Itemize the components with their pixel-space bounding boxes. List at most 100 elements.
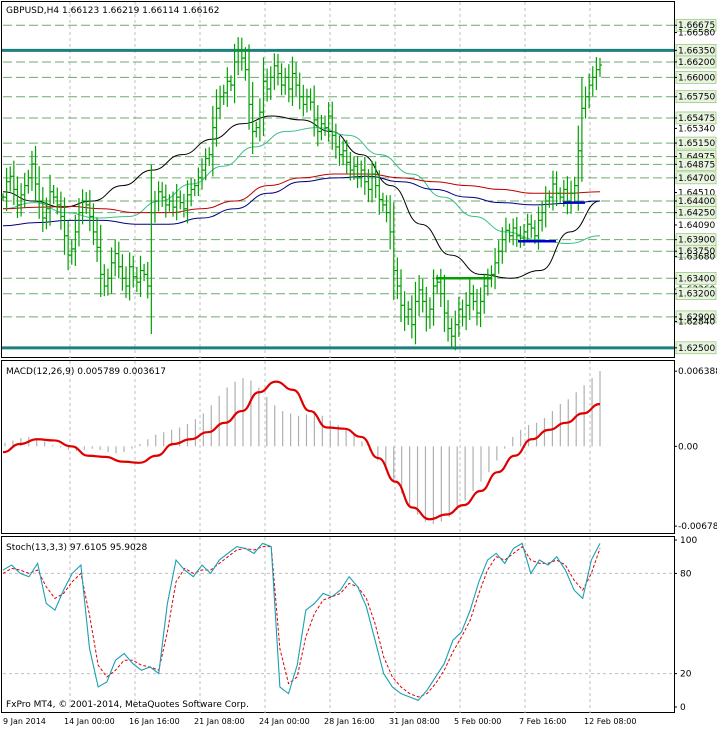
time-label: 7 Feb 16:00	[519, 717, 566, 726]
ohlc-bar	[4, 167, 9, 212]
ohlc-bar	[58, 191, 63, 230]
time-label: 5 Feb 00:00	[454, 717, 501, 726]
ohlc-bar	[236, 37, 241, 76]
ohlc-bar	[19, 183, 24, 217]
ohlc-bar	[160, 181, 165, 208]
ohlc-bar	[272, 53, 277, 90]
ohlc-bar	[330, 101, 335, 150]
price-label: 1.66350	[678, 46, 715, 56]
ohlc-bar	[500, 227, 505, 264]
price-panel[interactable]	[1, 1, 675, 358]
price-label: 1.64090	[678, 221, 715, 231]
ohlc-bar	[124, 266, 129, 298]
ohlc-bar	[518, 226, 523, 248]
moving-average-line	[2, 175, 601, 227]
ohlc-bar	[417, 275, 422, 317]
ohlc-bar	[323, 115, 328, 136]
ohlc-bar	[247, 44, 252, 130]
price-label: 1.64400	[678, 197, 715, 207]
ohlc-bar	[301, 84, 306, 117]
price-label: 1.66200	[678, 58, 715, 68]
time-label: 14 Jan 00:00	[64, 717, 115, 726]
price-label: 1.66000	[678, 73, 715, 83]
price-label: 1.63900	[678, 236, 715, 246]
ohlc-bar	[87, 190, 92, 232]
horizontal-levels	[2, 24, 674, 350]
ohlc-bar	[380, 192, 385, 212]
ohlc-bar	[543, 186, 548, 228]
ohlc-bar	[33, 146, 38, 202]
stochastic-signal-line	[2, 545, 601, 698]
ohlc-bar	[485, 268, 490, 296]
price-label: 1.63750	[678, 247, 715, 257]
price-label: 1.65340	[678, 124, 715, 134]
ohlc-bar	[467, 278, 472, 321]
price-label: 1.62500	[678, 344, 715, 354]
ohlc-bar	[576, 125, 581, 211]
ohlc-bar	[8, 166, 13, 192]
ohlc-bar	[388, 195, 393, 250]
ohlc-bar	[565, 176, 570, 215]
ohlc-bar	[406, 301, 411, 325]
ohlc-bar	[511, 218, 516, 246]
price-label: 1.64700	[678, 174, 715, 184]
ohlc-bar	[446, 299, 451, 342]
ohlc-bar	[116, 241, 121, 279]
ohlc-bar	[474, 288, 479, 326]
ohlc-bar	[279, 63, 284, 96]
ohlc-bar	[225, 67, 230, 107]
ohlc-bar	[460, 299, 465, 327]
ohlc-bar	[384, 195, 389, 223]
ohlc-bar	[185, 180, 190, 224]
price-bars	[1, 37, 602, 351]
macd-plot: 0.006388 0.00 -0.006783	[2, 367, 717, 532]
ohlc-bar	[294, 62, 299, 97]
ohlc-bar	[449, 318, 454, 347]
macd-label: 0.00	[678, 442, 698, 452]
ohlc-bar	[37, 166, 42, 219]
ohlc-bar	[572, 176, 577, 203]
ohlc-bar	[127, 252, 132, 301]
ohlc-bar	[550, 170, 555, 211]
ohlc-bar	[590, 66, 595, 97]
ohlc-bar	[239, 37, 244, 71]
ohlc-bar	[102, 264, 107, 297]
ohlc-bar	[464, 292, 469, 331]
ohlc-bar	[312, 85, 317, 137]
price-label: 1.63400	[678, 274, 715, 284]
stochastic-panel[interactable]	[1, 536, 675, 713]
price-label: 1.66675	[678, 21, 715, 31]
ohlc-bar	[529, 214, 534, 238]
stochastic-main-line	[2, 542, 601, 701]
ohlc-bar	[283, 67, 288, 95]
ohlc-bar	[402, 291, 407, 331]
ohlc-bar	[232, 43, 237, 104]
ohlc-bar	[152, 190, 157, 223]
ohlc-bar	[355, 156, 360, 189]
ohlc-bar	[579, 77, 584, 182]
ohlc-bar	[399, 269, 403, 323]
ohlc-bar	[109, 247, 114, 294]
ohlc-bar	[308, 88, 313, 111]
stoch-label: 80	[680, 569, 692, 579]
time-label: 28 Jan 16:00	[324, 717, 375, 726]
ohlc-bar	[496, 240, 501, 274]
ohlc-bar	[44, 197, 49, 230]
ohlc-bar	[438, 268, 443, 307]
ohlc-bar	[91, 203, 96, 246]
ohlc-bar	[257, 98, 262, 142]
macd-panel[interactable]	[1, 360, 675, 534]
ohlc-bar	[275, 53, 280, 86]
symbol-title: GBPUSD,H4 1.66123 1.66219 1.66114 1.6616…	[6, 6, 219, 16]
price-label: 1.64250	[678, 209, 715, 219]
price-label: 1.63200	[678, 290, 715, 300]
ohlc-bar	[598, 57, 602, 77]
time-label: 21 Jan 08:00	[194, 717, 245, 726]
ohlc-bar	[471, 284, 476, 311]
macd-signal-line	[2, 380, 601, 521]
ohlc-bar	[73, 214, 78, 266]
ohlc-bar	[98, 224, 103, 297]
macd-label: -0.006783	[678, 522, 717, 532]
